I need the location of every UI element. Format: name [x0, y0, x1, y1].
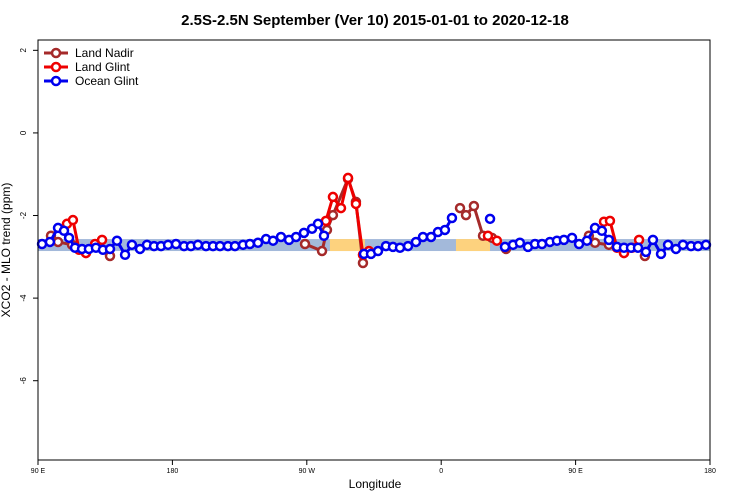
data-point: [170, 238, 182, 250]
data-point: [677, 239, 689, 251]
data-point: [499, 241, 511, 253]
data-point: [417, 231, 429, 243]
data-point: [52, 236, 64, 248]
x-axis-label: Longitude: [349, 477, 402, 491]
data-point: [491, 235, 503, 246]
data-point: [290, 231, 302, 243]
reference-band: [38, 239, 710, 252]
data-point: [692, 240, 704, 252]
data-point: [566, 232, 578, 244]
data-point: [67, 214, 79, 226]
data-point: [596, 225, 608, 237]
data-point: [514, 237, 526, 249]
data-point: [632, 242, 644, 253]
data-point: [229, 240, 241, 252]
data-point: [468, 200, 480, 212]
data-point: [700, 239, 712, 251]
data-point: [655, 248, 667, 260]
data-point: [581, 235, 593, 246]
data-point: [44, 236, 56, 248]
chart-title: 2.5S-2.5N September (Ver 10) 2015-01-01 …: [181, 12, 569, 29]
data-point: [603, 234, 615, 246]
data-point: [402, 240, 414, 252]
legend-label: Land Glint: [75, 60, 130, 74]
data-point: [267, 235, 279, 246]
band-highlight: [329, 239, 365, 252]
y-axis-label: XCO2 - MLO trend (ppm): [0, 183, 13, 318]
data-point: [104, 243, 116, 255]
band-highlight: [455, 239, 491, 252]
data-point: [439, 224, 451, 236]
x-tick-label: 0: [439, 468, 443, 475]
data-point: [357, 257, 369, 269]
x-tick-label: 90 W: [299, 468, 316, 475]
data-point: [111, 235, 123, 246]
data-point: [482, 230, 494, 242]
data-point: [58, 225, 70, 237]
x-tick-label: 90 E: [568, 468, 583, 475]
legend-marker: [50, 61, 62, 73]
data-point: [454, 202, 466, 214]
data-point: [126, 239, 138, 251]
data-point: [244, 238, 256, 250]
data-point: [372, 245, 384, 257]
data-point: [425, 231, 437, 243]
data-point: [119, 249, 131, 260]
data-point: [647, 234, 659, 246]
data-point: [446, 212, 458, 224]
data-point: [640, 246, 652, 258]
data-point: [312, 218, 324, 230]
data-point: [350, 198, 362, 210]
x-tick-label: 180: [704, 468, 716, 475]
data-point: [342, 172, 354, 184]
data-point: [96, 234, 108, 246]
y-tick-label: 2: [19, 48, 28, 53]
y-tick-label: -2: [19, 211, 28, 219]
plot-frame: [37, 39, 711, 461]
data-point: [192, 239, 204, 251]
data-point: [318, 230, 330, 242]
legend-label: Ocean Glint: [75, 74, 139, 88]
data-point: [394, 242, 406, 253]
data-point: [335, 202, 347, 214]
data-point: [63, 232, 75, 244]
data-point: [299, 238, 311, 250]
legend-label: Land Nadir: [75, 46, 134, 60]
y-tick-label: -4: [19, 294, 28, 302]
data-point: [275, 231, 287, 243]
y-tick-label: -6: [19, 377, 28, 385]
data-point: [460, 209, 472, 221]
data-point: [252, 237, 264, 249]
data-point: [410, 236, 422, 248]
data-point: [558, 234, 570, 246]
x-tick-label: 90 E: [31, 468, 46, 475]
legend-marker: [50, 47, 62, 59]
data-point: [604, 215, 616, 227]
data-point: [316, 245, 328, 257]
y-tick-label: 0: [19, 130, 28, 135]
x-tick-label: 180: [167, 468, 179, 475]
data-point: [484, 213, 496, 225]
legend-marker: [50, 75, 62, 87]
data-point: [298, 227, 310, 239]
data-point: [662, 239, 674, 251]
data-point: [327, 191, 339, 203]
data-point: [589, 237, 601, 249]
